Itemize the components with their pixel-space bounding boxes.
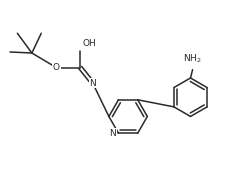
Text: N: N	[89, 79, 96, 88]
Text: NH$_2$: NH$_2$	[183, 53, 202, 65]
Text: OH: OH	[83, 39, 97, 48]
Text: N: N	[109, 129, 116, 138]
Text: O: O	[53, 63, 60, 72]
